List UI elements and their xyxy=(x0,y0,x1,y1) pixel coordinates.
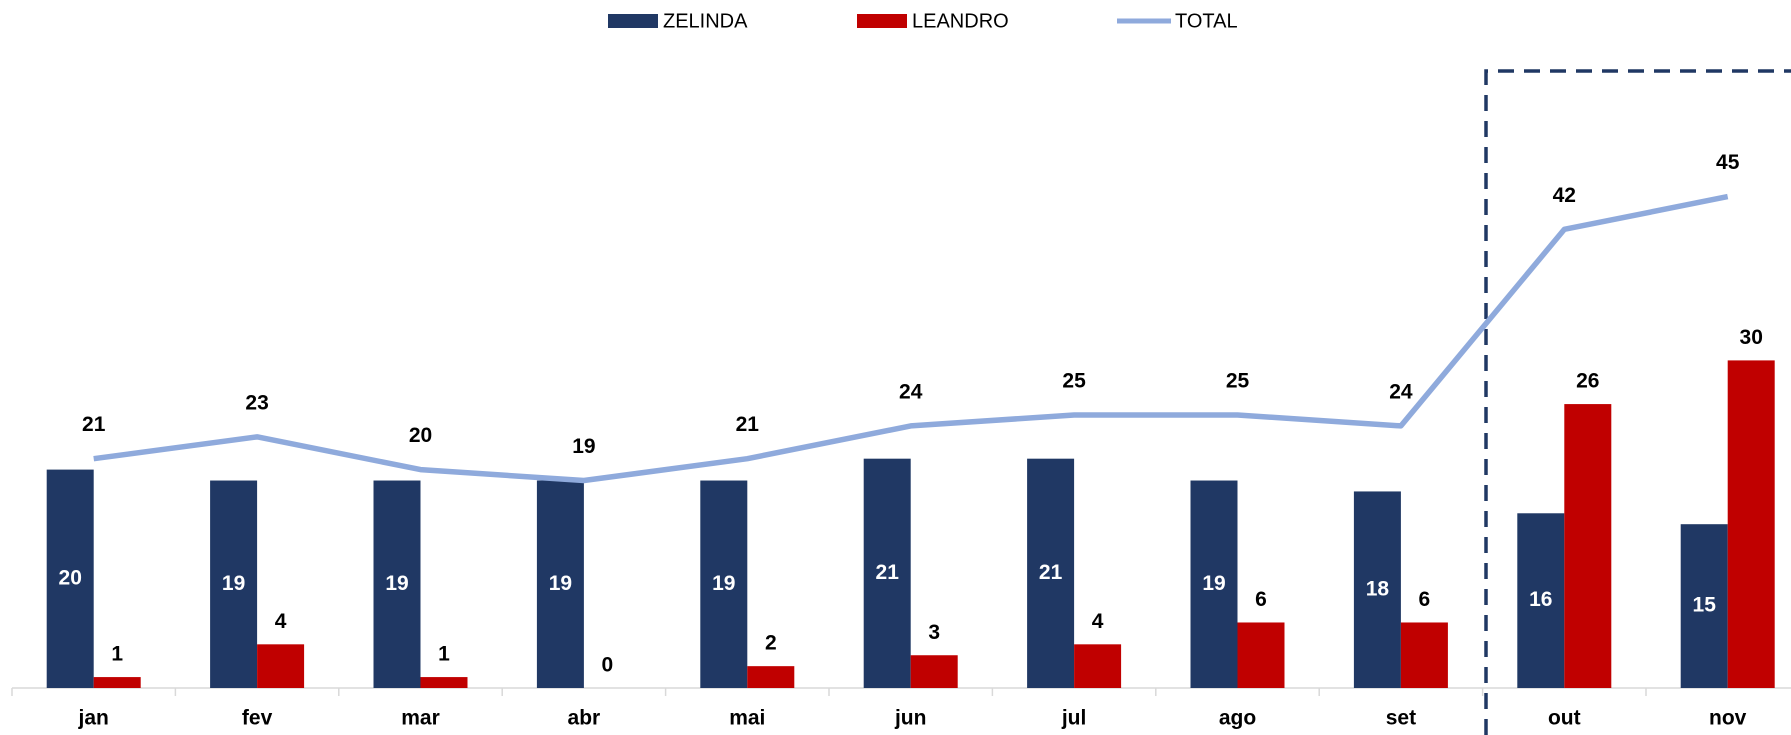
data-label: 20 xyxy=(59,566,82,589)
data-label: 25 xyxy=(1226,370,1250,393)
data-label: 0 xyxy=(602,654,614,677)
data-label: 21 xyxy=(876,561,900,584)
bar xyxy=(863,458,911,688)
legend-swatch xyxy=(608,14,658,28)
data-label: 15 xyxy=(1693,594,1717,617)
bar xyxy=(700,480,748,688)
data-label: 1 xyxy=(111,643,123,666)
data-label: 19 xyxy=(1202,572,1225,595)
bar xyxy=(1353,491,1401,688)
data-label: 2 xyxy=(765,632,777,655)
legend-label: TOTAL xyxy=(1175,10,1238,32)
data-label: 19 xyxy=(712,572,735,595)
data-label: 1 xyxy=(438,643,450,666)
bar xyxy=(210,480,258,688)
x-tick-label: jun xyxy=(894,707,927,730)
data-label: 6 xyxy=(1255,588,1267,611)
data-label: 19 xyxy=(222,572,245,595)
legend-swatch xyxy=(857,14,907,28)
x-tick-label: nov xyxy=(1709,707,1747,730)
line xyxy=(93,193,1729,484)
bar xyxy=(1564,404,1612,688)
data-label: 24 xyxy=(899,380,923,403)
forecast-box xyxy=(1484,69,1791,735)
bar xyxy=(1237,622,1285,688)
data-label: 24 xyxy=(1389,380,1413,403)
bar xyxy=(420,677,468,688)
data-label: 16 xyxy=(1529,588,1552,611)
legend-label: LEANDRO xyxy=(912,10,1009,32)
data-label: 20 xyxy=(409,424,432,447)
bar xyxy=(1680,524,1728,688)
x-tick-label: out xyxy=(1548,707,1581,730)
data-label: 19 xyxy=(572,435,595,458)
x-tick-label: fev xyxy=(242,707,273,730)
data-label: 4 xyxy=(275,610,287,633)
data-label: 21 xyxy=(736,413,760,436)
bar xyxy=(1517,513,1565,688)
data-label: 23 xyxy=(245,391,268,414)
x-tick-label: mar xyxy=(401,707,440,730)
x-tick-label: jul xyxy=(1061,707,1087,730)
data-label: 19 xyxy=(549,572,572,595)
bar xyxy=(257,644,305,688)
bar xyxy=(910,655,958,688)
bar xyxy=(1027,458,1075,688)
data-label: 21 xyxy=(1039,561,1063,584)
data-label: 19 xyxy=(385,572,408,595)
data-label: 45 xyxy=(1716,151,1740,174)
bar xyxy=(373,480,421,688)
data-label: 21 xyxy=(82,413,106,436)
data-label: 4 xyxy=(1092,610,1104,633)
data-label: 42 xyxy=(1553,184,1576,207)
bar xyxy=(93,677,141,688)
bar xyxy=(747,666,795,688)
data-label: 30 xyxy=(1740,326,1763,349)
x-tick-label: set xyxy=(1386,707,1416,730)
bar xyxy=(1074,644,1122,688)
legend-label: ZELINDA xyxy=(663,10,748,32)
data-label: 18 xyxy=(1366,577,1390,600)
x-tick-label: ago xyxy=(1219,707,1256,730)
data-label: 3 xyxy=(928,621,940,644)
x-tick-label: jan xyxy=(78,707,109,730)
bar xyxy=(1400,622,1448,688)
x-tick-label: abr xyxy=(568,707,601,730)
data-label: 26 xyxy=(1576,370,1599,393)
bar xyxy=(1727,360,1775,688)
data-label: 6 xyxy=(1419,588,1431,611)
x-tick-label: mai xyxy=(729,707,765,730)
data-label: 25 xyxy=(1062,370,1086,393)
bar xyxy=(1190,480,1238,688)
bar xyxy=(46,469,94,688)
bar xyxy=(536,480,584,688)
